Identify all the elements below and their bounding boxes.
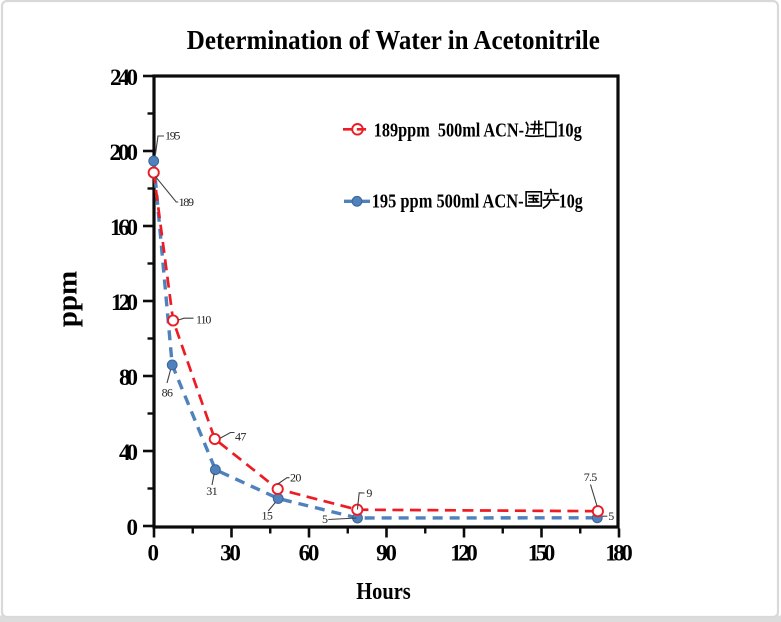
svg-text:189ppm 500ml ACN-: 189ppm 500ml ACN-: [374, 120, 524, 142]
svg-text:150: 150: [528, 541, 556, 566]
svg-text:80: 80: [119, 365, 138, 390]
svg-text:180: 180: [605, 541, 633, 566]
svg-text:60: 60: [299, 541, 320, 566]
svg-text:15: 15: [262, 508, 273, 522]
svg-text:Determination of Water in Acet: Determination of Water in Acetonitrile: [187, 24, 600, 55]
svg-text:31: 31: [206, 484, 217, 498]
svg-text:10g: 10g: [559, 191, 583, 213]
svg-text:189: 189: [179, 195, 194, 209]
svg-text:120: 120: [450, 541, 478, 566]
svg-text:200: 200: [110, 140, 139, 165]
svg-text:47: 47: [235, 430, 246, 444]
svg-text:0: 0: [127, 515, 139, 540]
svg-text:20: 20: [290, 470, 301, 484]
svg-text:7.5: 7.5: [584, 470, 598, 484]
svg-text:5: 5: [608, 509, 614, 523]
svg-text:240: 240: [110, 65, 138, 90]
svg-text:195 ppm 500ml ACN-: 195 ppm 500ml ACN-: [372, 191, 524, 213]
svg-text:Hours: Hours: [356, 579, 411, 605]
svg-text:9: 9: [366, 486, 372, 500]
svg-text:86: 86: [162, 386, 173, 400]
svg-text:30: 30: [220, 541, 241, 566]
svg-text:160: 160: [110, 215, 138, 240]
svg-text:90: 90: [376, 541, 397, 566]
svg-text:5: 5: [322, 512, 328, 526]
svg-text:110: 110: [196, 312, 211, 326]
svg-text:120: 120: [111, 290, 138, 315]
svg-text:195: 195: [165, 129, 180, 143]
svg-text:ppm: ppm: [52, 271, 84, 327]
svg-text:0: 0: [148, 541, 160, 566]
svg-text:10g: 10g: [557, 120, 582, 142]
svg-text:40: 40: [119, 440, 138, 465]
